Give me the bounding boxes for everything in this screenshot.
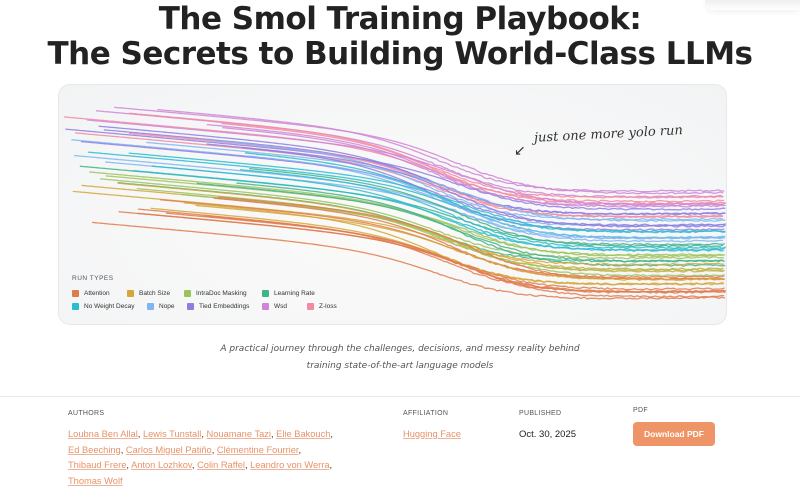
training-curve [244, 152, 725, 233]
training-curve [137, 212, 726, 293]
legend-label: Wsd [274, 303, 287, 310]
legend-swatch [147, 303, 154, 310]
author-link[interactable]: Thibaud Frere [68, 460, 127, 470]
legend-title: RUN TYPES [72, 275, 114, 282]
legend-label: Attention [84, 290, 110, 297]
legend-label: Z-loss [319, 303, 337, 310]
title-line-2: The Secrets to Building World-Class LLMs [47, 36, 753, 72]
training-curve [181, 193, 725, 277]
authors-list: Loubna Ben Allal, Lewis Tunstall, Nouama… [68, 429, 334, 486]
training-curve [210, 139, 724, 221]
legend-label: Nope [159, 303, 175, 310]
pdf-label: PDF [633, 407, 648, 414]
legend-item: Z-loss [307, 303, 347, 310]
affiliation-link[interactable]: Hugging Face [403, 429, 461, 439]
top-corner-shadow [705, 0, 800, 10]
training-curve [249, 167, 724, 248]
download-pdf-button[interactable]: Download PDF [633, 422, 715, 446]
training-curve [74, 154, 726, 240]
legend-swatch [127, 290, 134, 297]
legend-item: Nope [147, 303, 187, 310]
legend-row: Attention Batch Size IntraDoc Masking Learn… [72, 287, 347, 300]
legend-item: Wsd [262, 303, 307, 310]
training-curve [217, 196, 725, 281]
training-curve [103, 129, 725, 216]
legend-row: No Weight Decay Nope Tied Embeddings Wsd Z-l… [72, 300, 347, 313]
training-curve [132, 169, 724, 252]
published-label: PUBLISHED [519, 410, 562, 417]
legend-swatch [72, 303, 79, 310]
legend-item: No Weight Decay [72, 303, 147, 310]
author-link[interactable]: Anton Lozhkov [131, 460, 192, 470]
training-curve [65, 128, 726, 211]
training-curve [195, 204, 724, 282]
author-link[interactable]: Carlos Miguel Patiño [125, 444, 212, 455]
author-link[interactable]: Leandro von Werra [250, 460, 330, 470]
legend-swatch [262, 290, 269, 297]
training-curve [157, 108, 725, 193]
authors-label: AUTHORS [68, 410, 105, 417]
training-curves [63, 106, 726, 300]
training-curve [206, 123, 726, 208]
author-link[interactable]: Ed Beeching [68, 444, 121, 455]
legend-item: Attention [72, 290, 127, 297]
legend-label: No Weight Decay [84, 303, 135, 310]
legend-label: IntraDoc Masking [196, 290, 247, 297]
training-curve [91, 221, 726, 300]
legend-label: Tied Embeddings [199, 303, 250, 310]
author-link[interactable]: Clémentine Fourrier [216, 444, 299, 455]
legend-item: IntraDoc Masking [184, 290, 262, 297]
author-link[interactable]: Thomas Wolf [68, 475, 123, 486]
training-curve [86, 119, 726, 206]
affiliation-label: AFFILIATION [403, 410, 449, 417]
training-curve [136, 187, 725, 272]
divider [0, 396, 800, 397]
training-curve [151, 165, 725, 251]
training-curve [248, 155, 726, 239]
page-title: The Smol Training Playbook: The Secrets t… [0, 2, 800, 72]
published-date: Oct. 30, 2025 [519, 429, 577, 440]
legend-swatch [307, 303, 314, 310]
training-curve [239, 169, 726, 250]
subtitle: A practical journey through the challeng… [0, 341, 800, 375]
legend-swatch [184, 290, 191, 297]
training-curve [100, 178, 725, 260]
author-link[interactable]: Colin Raffel [197, 460, 245, 470]
author-link[interactable]: Lewis Tunstall [142, 429, 202, 439]
title-line-1: The Smol Training Playbook: [158, 1, 642, 37]
training-curve [166, 212, 725, 298]
author-link[interactable]: Loubna Ben Allal [68, 429, 138, 439]
legend-swatch [262, 303, 269, 310]
legend-swatch [187, 303, 194, 310]
arrow-icon: ↙ [514, 143, 526, 159]
banner-card: just one more yolo run ↙ RUN TYPES Atten… [58, 84, 727, 325]
author-link[interactable]: Nouamane Tazi [206, 429, 271, 439]
legend-swatch [72, 290, 79, 297]
legend-item: Batch Size [127, 290, 184, 297]
training-curve [236, 182, 726, 268]
training-curve [146, 141, 726, 223]
legend-label: Batch Size [139, 290, 171, 297]
subtitle-line-2: training state-of-the-art language model… [306, 361, 494, 371]
legend-item: Tied Embeddings [187, 303, 262, 310]
legend: RUN TYPES Attention Batch Size IntraDoc Ma… [72, 275, 347, 313]
legend-label: Learning Rate [274, 290, 315, 297]
training-curve [183, 202, 724, 286]
author-link[interactable]: Elie Bakouch [276, 429, 331, 439]
subtitle-line-1: A practical journey through the challeng… [220, 344, 580, 354]
training-curve [206, 143, 726, 228]
legend-item: Learning Rate [262, 290, 332, 297]
training-curve [114, 106, 724, 195]
training-curve [129, 112, 724, 199]
